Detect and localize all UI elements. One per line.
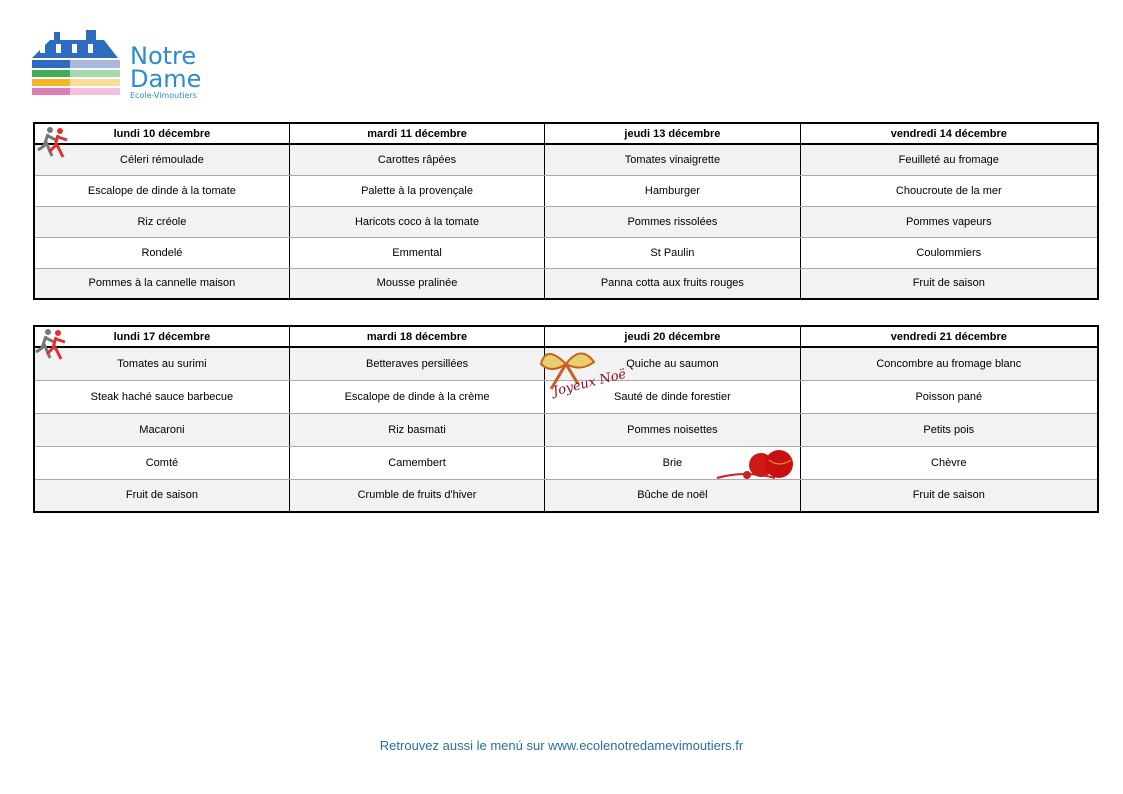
menu-item: Riz créole [33,205,290,238]
menu-item: Carottes râpées [288,143,546,176]
menu-item: Petits pois [799,412,1099,447]
day-header: jeudi 20 décembre [544,325,801,348]
runners-icon [35,329,66,360]
menu-item: Escalope de dinde à la crème [288,379,546,414]
runners-icon [37,127,68,158]
table-row: Fruit de saison Crumble de fruits d'hiver… [33,478,1099,513]
menu-item: Concombre au fromage blanc [799,346,1099,381]
menu-item: Macaroni [33,412,290,447]
menu-item: Tomates vinaigrette [544,143,801,176]
menu-item: Chèvre [799,445,1099,480]
menu-item: Pommes noisettes [544,412,801,447]
christmas-ornaments-icon [716,450,793,479]
menu-table-week-1: lundi 10 décembre mardi 11 décembre jeudi … [33,122,1099,300]
menu-item: Betteraves persillées [288,346,546,381]
menu-item: Tomates au surimi [33,346,290,381]
footer-website-note: Retrouvez aussi le menú sur www.ecolenot… [379,738,744,753]
logo-text-dame: Dame [130,65,200,93]
menu-item: Comté [33,445,290,480]
table-row: Steak haché sauce barbecue Escalope de di… [33,379,1099,414]
menu-item: Riz basmati [288,412,546,447]
table-row: Comté Camembert Brie Chèvre [33,445,1099,480]
menu-item: Fruit de saison [799,267,1099,300]
menu-item: Hamburger [544,174,801,207]
menu-item: Fruit de saison [33,478,290,513]
menu-item: Emmental [288,236,546,269]
menu-item: Haricots coco à la tomate [288,205,546,238]
menu-item: Panna cotta aux fruits rouges [544,267,801,300]
table-row: Escalope de dinde à la tomate Palette à l… [33,174,1099,207]
menu-item: Palette à la provençale [288,174,546,207]
header-row: lundi 17 décembre mardi 18 décembre jeudi … [33,325,1099,348]
menu-item: Coulommiers [799,236,1099,269]
school-logo: Notre Dame Ecole-Vimoutiers [32,30,200,100]
menu-item: Pommes rissolées [544,205,801,238]
day-header: lundi 17 décembre [33,325,290,348]
table-row: Pommes à la cannelle maison Mousse pralin… [33,267,1099,300]
menu-item: St Paulin [544,236,801,269]
menu-table-week-2: lundi 17 décembre mardi 18 décembre jeudi … [33,325,1099,513]
menu-item: Pommes à la cannelle maison [33,267,290,300]
christmas-bow-icon: Joyeux Noël [539,352,626,400]
table-row: Rondelé Emmental St Paulin Coulommiers [33,236,1099,269]
logo-subtitle: Ecole-Vimoutiers [130,91,197,100]
day-header: lundi 10 décembre [33,122,290,145]
menu-item: Sauté de dinde forestier [544,379,801,414]
menu-item: Poisson pané [799,379,1099,414]
table-row: Tomates au surimi Betteraves persillées Qu… [33,346,1099,381]
table-row: Céleri rémoulade Carottes râpées Tomates v… [33,143,1099,176]
menu-item: Fruit de saison [799,478,1099,513]
menu-item: Crumble de fruits d'hiver [288,478,546,513]
day-header: mardi 11 décembre [288,122,546,145]
menu-item: Choucroute de la mer [799,174,1099,207]
header-row: lundi 10 décembre mardi 11 décembre jeudi … [33,122,1099,145]
menu-item: Steak haché sauce barbecue [33,379,290,414]
day-header: mardi 18 décembre [288,325,546,348]
table-row: Macaroni Riz basmati Pommes noisettes Petit… [33,412,1099,447]
table-row: Riz créole Haricots coco à la tomate Pomme… [33,205,1099,238]
day-header: vendredi 21 décembre [799,325,1099,348]
day-header: jeudi 13 décembre [544,122,801,145]
logo-text-notre: Notre [130,42,196,70]
menu-item: Mousse pralinée [288,267,546,300]
menu-item: Bûche de noël [544,478,801,513]
menu-item: Camembert [288,445,546,480]
menu-item: Feuilleté au fromage [799,143,1099,176]
day-header: vendredi 14 décembre [799,122,1099,145]
menu-item: Rondelé [33,236,290,269]
menu-item: Pommes vapeurs [799,205,1099,238]
menu-item: Céleri rémoulade [33,143,290,176]
menu-item: Escalope de dinde à la tomate [33,174,290,207]
